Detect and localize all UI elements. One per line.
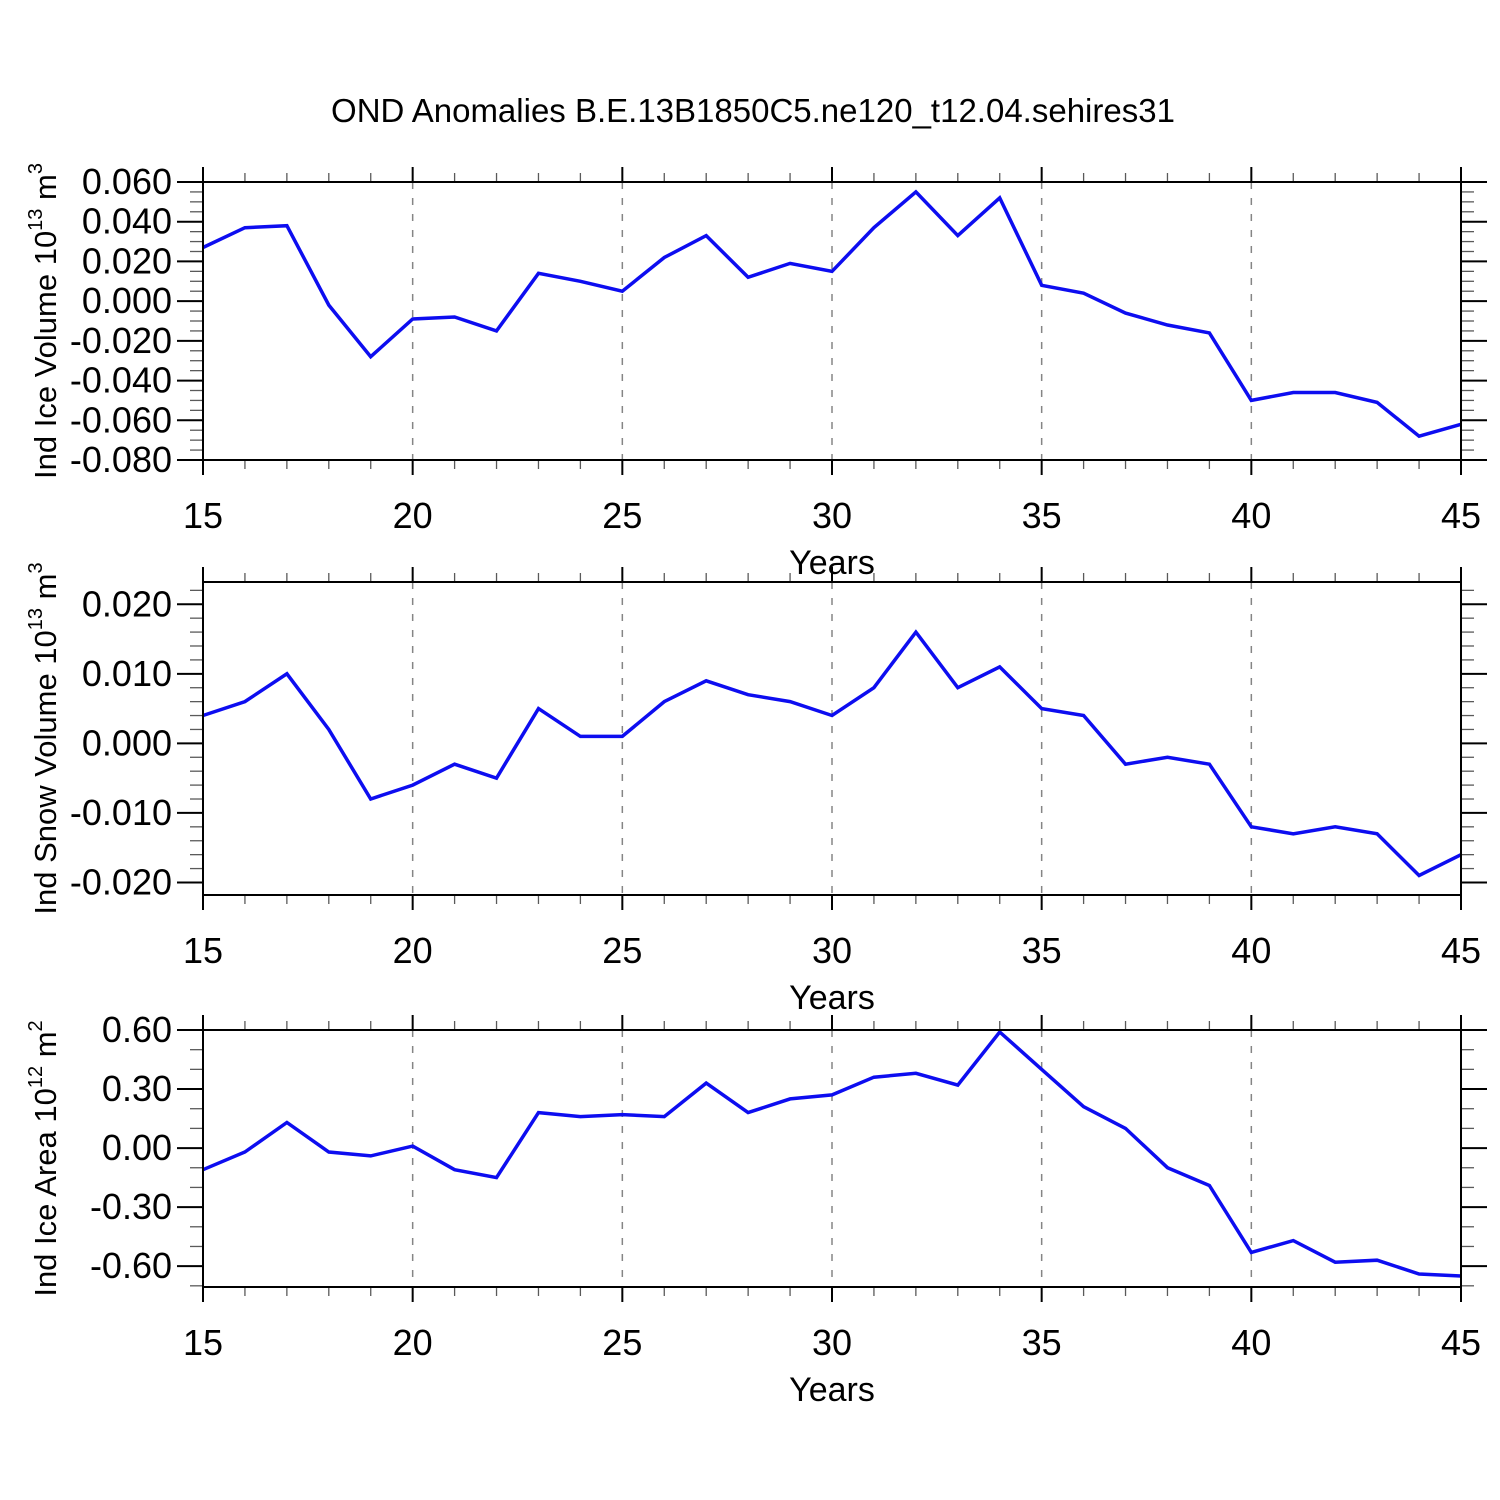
panel-ind-snow-volume: 0.020 0.010 0.000 -0.010 -0.020 15 20 25 30 35 40 4… bbox=[25, 562, 1487, 1017]
x-axis-title: Years bbox=[789, 979, 875, 1017]
y-tick-label: 0.060 bbox=[82, 161, 172, 202]
y-tick-label: 0.000 bbox=[82, 280, 172, 321]
series-line-ind-snow-volume bbox=[202, 629, 1462, 878]
y-tick-label: 0.60 bbox=[102, 1009, 172, 1050]
panel-ind-ice-volume: 0.0600.0400.0200.000-0.020-0.040-0.060-0… bbox=[25, 161, 1487, 582]
plot-box bbox=[202, 581, 1462, 896]
x-tick-label: 25 bbox=[602, 1322, 642, 1363]
x-tick-label: 15 bbox=[183, 1322, 223, 1363]
x-tick-label: 20 bbox=[393, 1322, 433, 1363]
y-tick-label: 0.040 bbox=[82, 201, 172, 242]
x-tick-label: 30 bbox=[812, 495, 852, 536]
x-tick-label: 15 bbox=[183, 930, 223, 971]
plot-box bbox=[202, 181, 1462, 461]
y-tick-label: -0.30 bbox=[90, 1186, 172, 1227]
y-tick-label: -0.080 bbox=[70, 439, 172, 480]
x-tick-label: 15 bbox=[183, 495, 223, 536]
x-tick-label: 45 bbox=[1441, 1322, 1481, 1363]
x-tick-label: 40 bbox=[1231, 930, 1271, 971]
panel-ind-ice-area: 0.60 0.30 0.00 -0.30 -0.60 15 20 25 30 35 40 45 Year… bbox=[25, 1009, 1487, 1409]
y-axis-title: Ind Snow Volume 1013 m3 bbox=[25, 562, 63, 914]
series-line-ind-ice-area bbox=[202, 1029, 1462, 1278]
y-axis-title: Ind Ice Area 1012 m2 bbox=[25, 1020, 63, 1296]
plot-box bbox=[202, 1029, 1462, 1288]
x-tick-label: 20 bbox=[393, 930, 433, 971]
y-axis-title: Ind Ice Volume 1013 m3 bbox=[25, 163, 63, 479]
x-axis-title: Years bbox=[789, 1371, 875, 1409]
y-tick-label: 0.000 bbox=[82, 722, 172, 763]
y-tick-label: 0.020 bbox=[82, 240, 172, 281]
y-tick-label: -0.020 bbox=[70, 861, 172, 902]
x-tick-label: 35 bbox=[1022, 1322, 1062, 1363]
x-tick-label: 25 bbox=[602, 930, 642, 971]
x-tick-label: 45 bbox=[1441, 930, 1481, 971]
y-tick-label: 0.020 bbox=[82, 583, 172, 624]
y-tick-label: 0.30 bbox=[102, 1068, 172, 1109]
y-tick-label: 0.010 bbox=[82, 653, 172, 694]
x-tick-label: 45 bbox=[1441, 495, 1481, 536]
x-tick-label: 35 bbox=[1022, 930, 1062, 971]
y-tick-label: -0.60 bbox=[90, 1245, 172, 1286]
y-tick-label: -0.040 bbox=[70, 360, 172, 401]
x-tick-label: 30 bbox=[812, 930, 852, 971]
x-tick-label: 20 bbox=[393, 495, 433, 536]
x-tick-label: 35 bbox=[1022, 495, 1062, 536]
x-tick-label: 25 bbox=[602, 495, 642, 536]
x-tick-label: 40 bbox=[1231, 495, 1271, 536]
series-line-ind-ice-volume bbox=[202, 189, 1462, 439]
y-tick-label: -0.010 bbox=[70, 792, 172, 833]
x-tick-label: 40 bbox=[1231, 1322, 1271, 1363]
chart-title: OND Anomalies B.E.13B1850C5.ne120_t12.04… bbox=[331, 92, 1175, 129]
y-tick-label: 0.00 bbox=[102, 1127, 172, 1168]
y-tick-label: -0.060 bbox=[70, 399, 172, 440]
y-tick-label: -0.020 bbox=[70, 320, 172, 361]
x-tick-label: 30 bbox=[812, 1322, 852, 1363]
